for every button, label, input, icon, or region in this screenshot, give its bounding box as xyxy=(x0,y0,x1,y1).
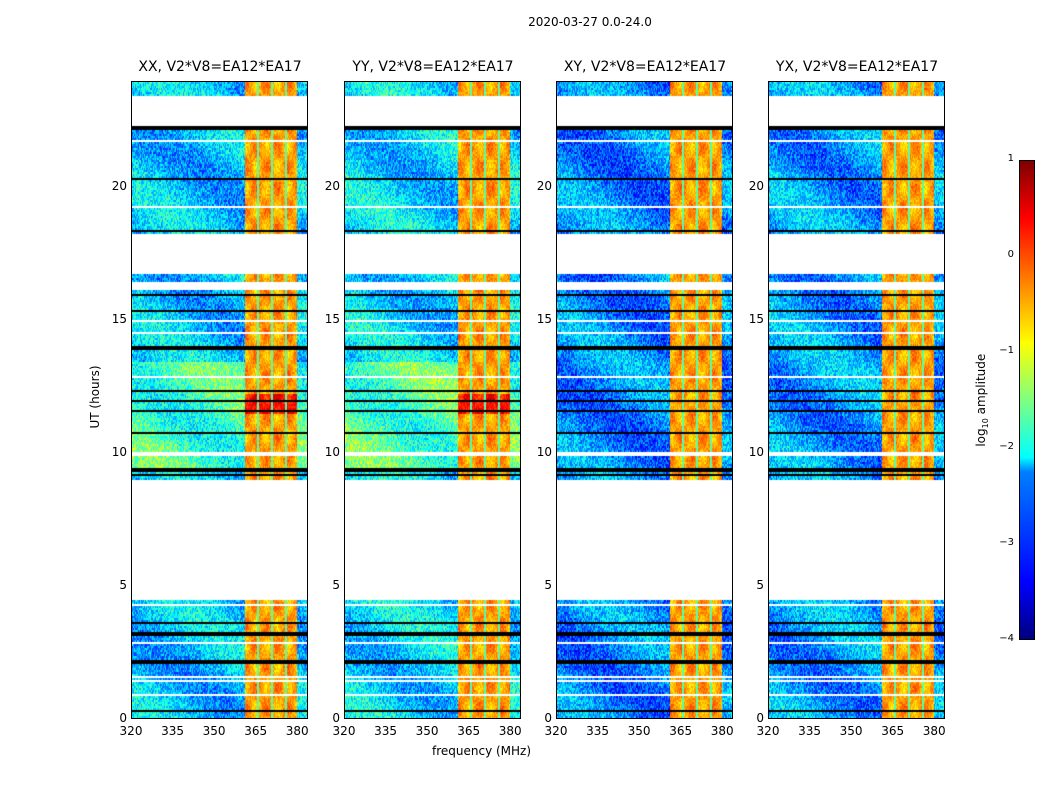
x-tick-label: 365 xyxy=(881,724,905,738)
heatmap-panel-2 xyxy=(556,81,733,719)
y-tick-label: 5 xyxy=(119,578,127,592)
y-tick-label: 5 xyxy=(332,578,340,592)
x-tick-label: 350 xyxy=(415,724,439,738)
y-tick-label: 5 xyxy=(544,578,552,592)
heatmap-panel-0 xyxy=(131,81,308,719)
colorbar-tick-label: 1 xyxy=(1007,153,1014,164)
y-tick-label: 20 xyxy=(748,179,764,193)
x-tick-label: 380 xyxy=(922,724,946,738)
x-tick-label: 320 xyxy=(119,724,143,738)
x-tick-label: 380 xyxy=(710,724,734,738)
x-tick-label: 350 xyxy=(627,724,651,738)
y-tick-label: 0 xyxy=(544,711,552,725)
y-tick-label: 10 xyxy=(111,445,127,459)
colorbar xyxy=(1019,160,1035,640)
x-tick-label: 350 xyxy=(839,724,863,738)
y-tick-label: 20 xyxy=(111,179,127,193)
y-tick-label: 5 xyxy=(756,578,764,592)
x-tick-label: 365 xyxy=(244,724,268,738)
heatmap-cells xyxy=(769,82,944,718)
x-tick-label: 365 xyxy=(457,724,481,738)
colorbar-tick-label: −2 xyxy=(999,441,1014,452)
x-tick-label: 320 xyxy=(756,724,780,738)
heatmap-cells xyxy=(345,82,520,718)
colorbar-tick-label: −4 xyxy=(999,633,1014,644)
panel-title: XY, V2*V8=EA12*EA17 xyxy=(563,59,727,75)
colorbar-tick-label: −3 xyxy=(999,537,1014,548)
heatmap-panel-1 xyxy=(344,81,521,719)
x-tick-label: 350 xyxy=(202,724,226,738)
y-tick-label: 15 xyxy=(111,312,127,326)
panel-title: XX, V2*V8=EA12*EA17 xyxy=(138,59,302,75)
y-tick-label: 0 xyxy=(332,711,340,725)
x-tick-label: 335 xyxy=(586,724,609,738)
y-tick-label: 10 xyxy=(324,445,340,459)
y-tick-label: 20 xyxy=(536,179,552,193)
x-tick-label: 335 xyxy=(161,724,184,738)
x-axis-label: frequency (MHz) xyxy=(432,744,532,758)
colorbar-tick-label: 0 xyxy=(1007,249,1014,260)
x-tick-label: 380 xyxy=(285,724,309,738)
heatmap-panel-3 xyxy=(768,81,945,719)
x-tick-label: 335 xyxy=(798,724,821,738)
x-tick-label: 380 xyxy=(498,724,522,738)
heatmap-cells xyxy=(557,82,732,718)
x-tick-label: 320 xyxy=(544,724,568,738)
figure-title: 2020-03-27 0.0-24.0 xyxy=(528,15,652,29)
x-tick-label: 365 xyxy=(669,724,693,738)
y-tick-label: 10 xyxy=(748,445,764,459)
panel-title: YX, V2*V8=EA12*EA17 xyxy=(775,59,939,75)
y-tick-label: 15 xyxy=(536,312,552,326)
x-tick-label: 320 xyxy=(332,724,356,738)
y-tick-label: 20 xyxy=(324,179,340,193)
x-tick-label: 335 xyxy=(374,724,397,738)
y-axis-label: UT (hours) xyxy=(88,365,102,429)
y-tick-label: 15 xyxy=(324,312,340,326)
y-tick-label: 0 xyxy=(119,711,127,725)
colorbar-label: log10 amplitude xyxy=(973,353,991,447)
panel-title: YY, V2*V8=EA12*EA17 xyxy=(352,59,514,75)
y-tick-label: 0 xyxy=(756,711,764,725)
y-tick-label: 15 xyxy=(748,312,764,326)
colorbar-tick-label: −1 xyxy=(999,345,1014,356)
heatmap-cells xyxy=(132,82,307,718)
y-tick-label: 10 xyxy=(536,445,552,459)
